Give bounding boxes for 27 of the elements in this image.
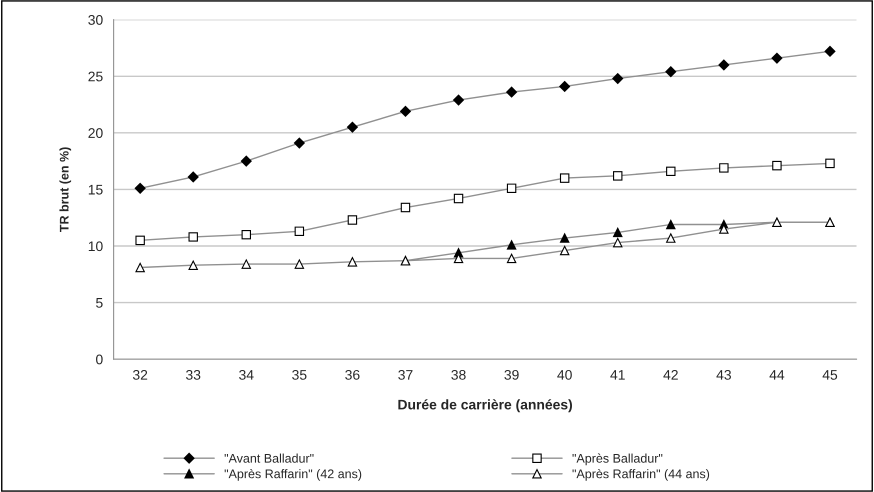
x-tick-label: 38 (451, 370, 466, 380)
x-tick-label: 33 (186, 370, 200, 380)
y-tick-label: 30 (88, 15, 103, 25)
x-tick-label: 42 (663, 370, 678, 380)
legend-label: "Avant Balladur" (224, 454, 314, 463)
x-tick-label: 41 (610, 370, 625, 380)
x-tick-label: 39 (504, 370, 519, 380)
legend-label: "Après Balladur" (572, 453, 662, 466)
x-tick-label: 36 (345, 370, 360, 380)
x-tick-label: 34 (239, 370, 254, 380)
y-tick-label: 25 (88, 72, 103, 82)
y-tick-label: 20 (88, 128, 103, 138)
y-tick-label: 0 (96, 354, 103, 364)
legend-label: "Après Raffarin" (44 ans) (572, 468, 710, 481)
x-tick-label: 45 (822, 370, 838, 380)
x-tick-label: 37 (398, 370, 412, 380)
x-tick-label: 40 (557, 370, 572, 380)
legend-label: "Après Raffarin" (42 ans) (224, 468, 362, 481)
y-tick-label: 10 (88, 241, 103, 252)
x-tick-label: 43 (716, 370, 731, 380)
x-axis-title: Durée de carrière (années) (398, 399, 572, 412)
y-axis-title: TR brut (en %) (59, 147, 72, 232)
x-tick-label: 32 (132, 370, 148, 380)
x-tick-label: 44 (770, 370, 784, 380)
y-tick-label: 15 (88, 184, 103, 195)
x-tick-label: 35 (292, 370, 306, 380)
y-tick-label: 5 (96, 298, 103, 308)
